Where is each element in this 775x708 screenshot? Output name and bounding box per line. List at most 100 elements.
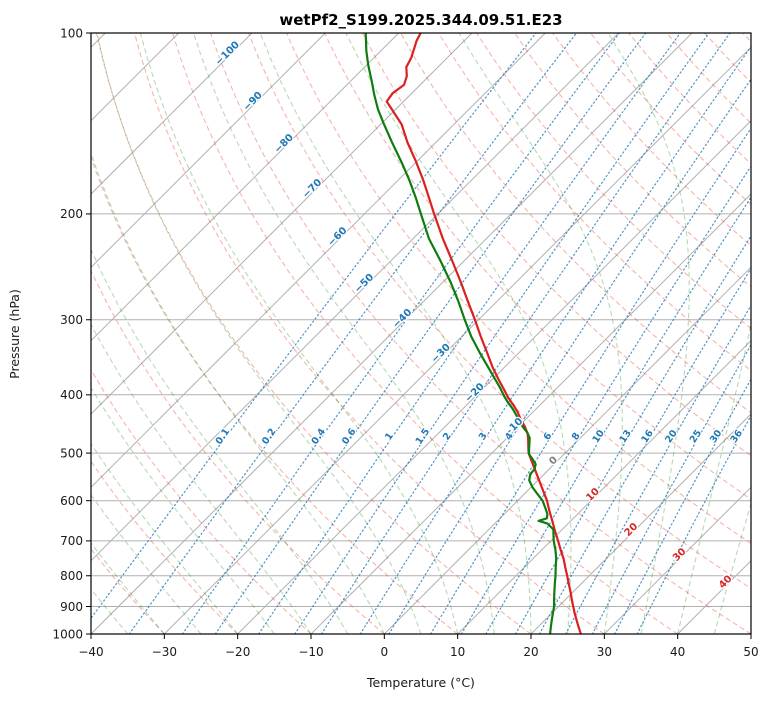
y-tick-label: 200 bbox=[60, 207, 83, 221]
mixing-ratio-line bbox=[258, 33, 681, 634]
axes-ticks: 100 200 300 400 500 6 0 0 700 800 900 1000 −40 −30 −20… bbox=[52, 26, 758, 659]
sounding-traces bbox=[364, 33, 582, 634]
dry-adiabat-line bbox=[514, 33, 751, 288]
isotherm-label: 30 bbox=[671, 546, 689, 564]
dry-adiabat-line bbox=[666, 33, 751, 124]
isotherm-line bbox=[677, 559, 751, 634]
y-tick-label: 700 bbox=[60, 534, 83, 548]
moist-adiabat-line bbox=[91, 151, 385, 634]
dry-adiabat-line bbox=[133, 33, 605, 634]
x-tick-label: −10 bbox=[298, 645, 323, 659]
x-tick-label: 40 bbox=[670, 645, 685, 659]
moist-adiabat-line bbox=[91, 248, 349, 634]
dry-adiabat-line bbox=[91, 460, 239, 634]
mixing-ratio-line bbox=[388, 78, 751, 634]
isotherm-label: −50 bbox=[353, 272, 377, 296]
moist-adiabat-line bbox=[713, 502, 751, 634]
x-axis-label: Temperature (°C) bbox=[366, 675, 475, 690]
moist-adiabat-line bbox=[607, 33, 690, 634]
mixing-ratio-line bbox=[214, 33, 647, 634]
mixing-ratio-line bbox=[538, 267, 751, 634]
mixing-ratio-label: 0.4 bbox=[310, 426, 329, 446]
dry-adiabat-line bbox=[95, 33, 532, 634]
moist-adiabat-line bbox=[91, 323, 312, 634]
plot-border bbox=[90, 32, 752, 635]
isotherm-line bbox=[750, 633, 751, 634]
moist-adiabat-line bbox=[91, 386, 275, 634]
isotherm-label: −90 bbox=[241, 90, 265, 114]
isotherm-label: −20 bbox=[463, 381, 487, 405]
x-tick-label: 0 bbox=[381, 645, 389, 659]
mixing-ratio-line bbox=[294, 33, 710, 634]
moist-adiabat-line bbox=[750, 632, 751, 634]
isotherm-label: −60 bbox=[326, 225, 350, 249]
mixing-ratio-line bbox=[565, 304, 751, 634]
x-tick-label: 20 bbox=[523, 645, 538, 659]
mixing-ratio-line bbox=[128, 33, 577, 634]
dry-adiabat-line bbox=[324, 33, 751, 500]
y-tick-label: 500 bbox=[60, 446, 83, 460]
isotherm-line bbox=[91, 33, 546, 489]
dry-adiabat-line bbox=[362, 33, 751, 457]
y-tick-label: 1000 bbox=[52, 627, 83, 641]
isotherm-line bbox=[91, 33, 400, 342]
isotherm-line bbox=[383, 266, 751, 634]
dry-adiabat-line bbox=[209, 33, 751, 634]
isotherm-label: −70 bbox=[301, 177, 325, 201]
x-tick-label: 30 bbox=[597, 645, 612, 659]
mixing-ratio-line bbox=[514, 234, 751, 634]
isotherm-label: 0 bbox=[547, 455, 560, 468]
mixing-ratio-line bbox=[430, 127, 751, 634]
moist-adiabat-line bbox=[91, 442, 239, 634]
isotherm-line bbox=[91, 33, 473, 415]
isotherm-label: −40 bbox=[391, 307, 415, 331]
isotherm-line bbox=[91, 33, 326, 269]
isotherm-line bbox=[91, 33, 693, 634]
isotherm-line bbox=[91, 33, 253, 195]
x-tick-label: −20 bbox=[225, 645, 250, 659]
isotherm-line bbox=[530, 413, 751, 634]
background-gridlines bbox=[91, 33, 751, 634]
moist-adiabat-line bbox=[139, 33, 459, 634]
line-labels: −100−90−80−70−60−50−40−30−20−10010203040… bbox=[212, 38, 746, 592]
mixing-ratio-line bbox=[591, 343, 751, 634]
isotherm-label: −100 bbox=[214, 39, 242, 67]
mixing-ratio-line bbox=[614, 378, 751, 634]
mixing-ratio-line bbox=[460, 165, 751, 634]
isotherm-label: 20 bbox=[623, 521, 641, 539]
mixing-ratio-line bbox=[359, 45, 751, 634]
temperature-trace bbox=[385, 33, 582, 634]
dry-adiabat-line bbox=[171, 33, 678, 634]
mixing-ratio-label: 6 bbox=[542, 431, 555, 443]
dewpoint-trace bbox=[364, 33, 558, 634]
y-tick-label: 400 bbox=[60, 388, 83, 402]
y-tick-label: 800 bbox=[60, 569, 83, 583]
isotherm-line bbox=[237, 119, 751, 634]
y-tick-label: 900 bbox=[60, 600, 83, 614]
mixing-ratio-line bbox=[91, 33, 537, 620]
dry-adiabat-line bbox=[400, 33, 751, 414]
dry-adiabat-line bbox=[247, 33, 751, 590]
mixing-ratio-label: 0.2 bbox=[260, 427, 279, 447]
mixing-ratio-label: 2 bbox=[441, 431, 454, 443]
dry-adiabat-line bbox=[438, 33, 751, 372]
isotherm-line bbox=[603, 486, 751, 634]
y-tick-label: 100 bbox=[60, 26, 83, 40]
x-tick-label: −30 bbox=[152, 645, 177, 659]
y-tick-label: 300 bbox=[60, 313, 83, 327]
dry-adiabat-line bbox=[552, 33, 751, 247]
x-tick-label: 50 bbox=[743, 645, 758, 659]
moist-adiabat-line bbox=[96, 33, 422, 634]
moist-adiabat-line bbox=[259, 33, 532, 634]
mixing-ratio-label: 0.6 bbox=[340, 426, 359, 446]
mixing-ratio-label: 1.5 bbox=[414, 427, 433, 447]
mixing-ratio-line bbox=[320, 33, 731, 634]
isotherm-line bbox=[457, 339, 751, 634]
mixing-ratio-line bbox=[485, 196, 751, 634]
isotherm-line bbox=[310, 193, 751, 634]
moist-adiabat-line bbox=[677, 321, 751, 634]
moist-adiabat-line bbox=[192, 33, 495, 634]
mixing-ratio-label: 10 bbox=[590, 428, 607, 445]
